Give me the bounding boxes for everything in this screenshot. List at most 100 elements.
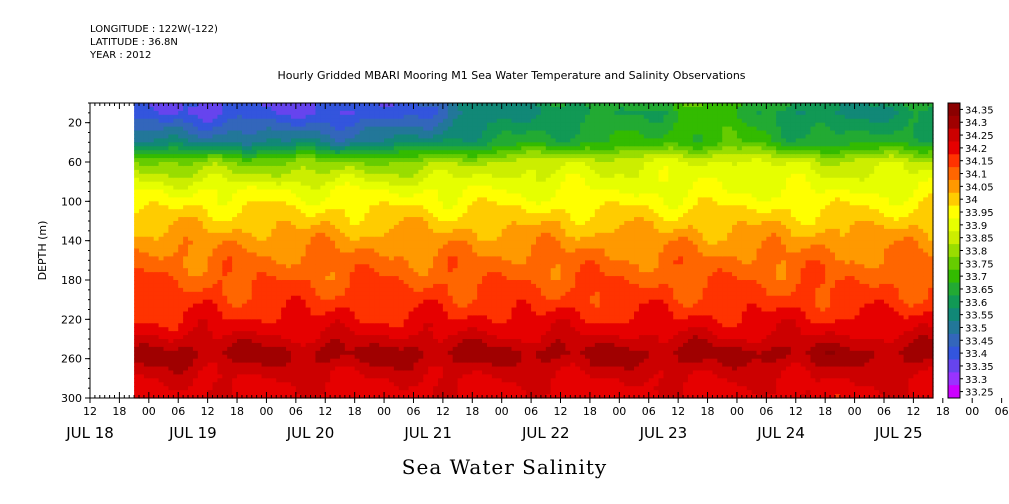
heatmap-cell <box>286 244 292 250</box>
heatmap-cell <box>433 276 439 281</box>
heatmap-cell <box>344 291 351 297</box>
heatmap-cell <box>423 185 429 191</box>
heatmap-cell <box>153 394 160 399</box>
heatmap-cell <box>134 224 140 230</box>
heatmap-cell <box>237 374 243 379</box>
heatmap-cell <box>433 323 439 328</box>
heatmap-cell <box>251 299 258 305</box>
heatmap-cell <box>403 158 410 163</box>
heatmap-cell <box>246 295 253 301</box>
heatmap-cell <box>442 224 449 230</box>
heatmap-cell <box>433 193 439 198</box>
heatmap-cell <box>290 162 297 167</box>
heatmap-cell <box>330 323 336 328</box>
heatmap-cell <box>428 272 434 277</box>
heatmap-cell <box>232 260 238 265</box>
heatmap-cell <box>188 193 194 198</box>
heatmap-cell <box>134 236 140 242</box>
heatmap-cell <box>413 280 419 285</box>
heatmap-cell <box>295 331 302 336</box>
heatmap-cell <box>197 106 204 112</box>
heatmap-cell <box>153 362 160 368</box>
heatmap-cell <box>354 103 361 108</box>
heatmap-cell <box>437 335 444 340</box>
heatmap-cell <box>266 342 272 348</box>
heatmap-cell <box>330 114 336 120</box>
heatmap-cell <box>413 374 419 379</box>
heatmap-cell <box>452 382 459 387</box>
heatmap-cell <box>428 350 434 356</box>
heatmap-cell <box>388 213 395 218</box>
heatmap-cell <box>153 142 160 147</box>
heatmap-cell <box>251 236 258 242</box>
heatmap-cell <box>237 209 243 214</box>
heatmap-cell <box>457 205 464 210</box>
heatmap-cell <box>251 335 258 340</box>
heatmap-cell <box>300 201 307 206</box>
heatmap-cell <box>281 295 287 301</box>
heatmap-cell <box>286 303 292 309</box>
heatmap-cell <box>447 291 454 297</box>
heatmap-cell <box>295 236 302 242</box>
heatmap-cell <box>173 370 179 375</box>
heatmap-cell <box>339 130 346 136</box>
heatmap-cell <box>305 142 312 147</box>
heatmap-cell <box>398 158 405 163</box>
heatmap-cell <box>384 394 390 399</box>
heatmap-cell <box>143 260 150 265</box>
heatmap-cell <box>339 122 346 128</box>
heatmap-cell <box>310 390 317 395</box>
heatmap-cell <box>286 358 292 364</box>
heatmap-cell <box>183 114 189 120</box>
heatmap-cell <box>452 374 459 379</box>
heatmap-cell <box>300 213 307 218</box>
heatmap-cell <box>271 193 277 198</box>
heatmap-cell <box>403 228 410 234</box>
heatmap-cell <box>217 331 223 336</box>
heatmap-cell <box>437 134 444 139</box>
heatmap-cell <box>241 209 248 214</box>
heatmap-cell <box>403 106 410 112</box>
heatmap-cell <box>442 162 449 167</box>
heatmap-cell <box>251 260 258 265</box>
heatmap-cell <box>349 323 356 328</box>
heatmap-cell <box>369 146 375 151</box>
heatmap-cell <box>359 114 366 120</box>
heatmap-cell <box>428 185 434 191</box>
heatmap-cell <box>281 299 287 305</box>
heatmap-cell <box>217 342 223 348</box>
heatmap-cell <box>364 217 370 222</box>
heatmap-cell <box>374 134 380 139</box>
heatmap-cell <box>153 221 160 226</box>
heatmap-cell <box>413 319 419 324</box>
heatmap-cell <box>237 173 243 179</box>
heatmap-cell <box>276 106 282 112</box>
heatmap-cell <box>374 106 380 112</box>
heatmap-cell <box>369 268 375 273</box>
heatmap-cell <box>369 193 375 198</box>
heatmap-cell <box>261 142 268 147</box>
heatmap-cell <box>300 236 307 242</box>
heatmap-cell <box>325 240 331 246</box>
heatmap-cell <box>423 311 429 316</box>
heatmap-cell <box>359 323 366 328</box>
heatmap-cell <box>428 276 434 281</box>
heatmap-cell <box>134 232 140 238</box>
heatmap-cell <box>222 236 228 242</box>
heatmap-cell <box>212 303 219 309</box>
heatmap-cell <box>281 244 287 250</box>
heatmap-cell <box>374 252 380 257</box>
heatmap-cell <box>207 138 214 143</box>
heatmap-cell <box>408 193 415 198</box>
heatmap-cell <box>188 244 194 250</box>
heatmap-cell <box>227 154 233 159</box>
heatmap-cell <box>256 201 263 206</box>
heatmap-cell <box>290 335 297 340</box>
heatmap-cell <box>227 362 233 368</box>
heatmap-cell <box>325 287 331 293</box>
heatmap-cell <box>222 228 228 234</box>
heatmap-cell <box>305 118 312 124</box>
heatmap-cell <box>134 197 140 202</box>
heatmap-cell <box>457 106 464 112</box>
heatmap-cell <box>281 106 287 112</box>
